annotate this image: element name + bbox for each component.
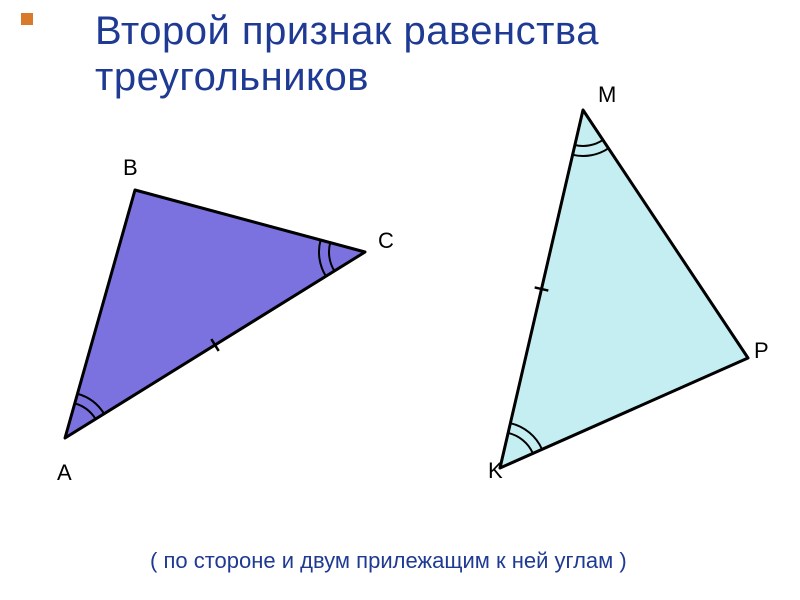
diagram-canvas — [0, 0, 800, 600]
vertex-label-C: C — [378, 228, 394, 254]
vertex-label-M: M — [598, 82, 616, 108]
vertex-label-P: P — [754, 338, 769, 364]
vertex-label-K: K — [488, 458, 503, 484]
vertex-label-B: B — [123, 155, 138, 181]
vertex-label-A: A — [57, 460, 72, 486]
slide-subtitle: ( по стороне и двум прилежащим к ней угл… — [150, 548, 627, 574]
